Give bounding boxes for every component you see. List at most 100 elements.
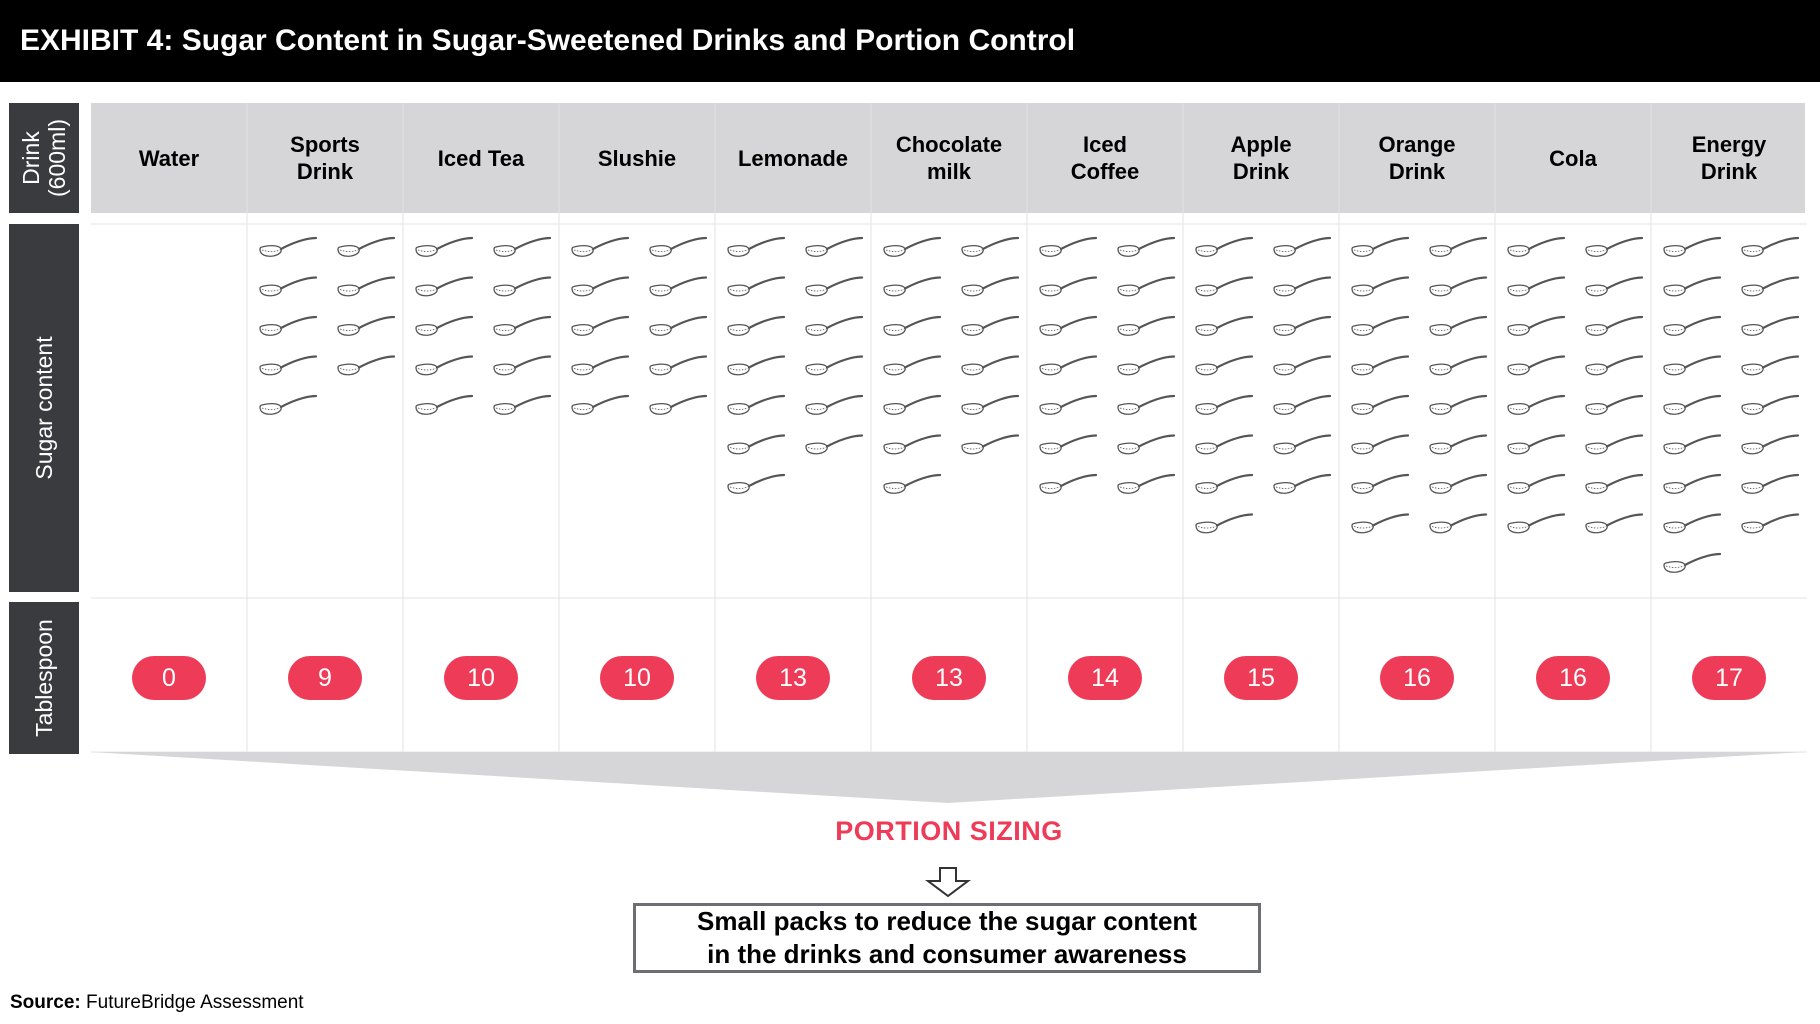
spoon-icon xyxy=(336,355,396,376)
tablespoon-value: 16 xyxy=(1536,656,1610,700)
spoon-icon xyxy=(1116,394,1176,416)
spoon-icon xyxy=(1428,473,1488,495)
spoon-icon xyxy=(1272,434,1332,455)
spoon-icon xyxy=(1740,236,1800,258)
spoon-icon xyxy=(1116,355,1176,376)
spoon-icon xyxy=(648,276,708,297)
spoon-icon xyxy=(1272,236,1332,258)
spoon-icon xyxy=(414,276,474,297)
spoon-icon xyxy=(726,236,786,258)
source-text: FutureBridge Assessment xyxy=(80,992,304,1013)
spoon-icon xyxy=(1506,473,1566,495)
spoon-icon xyxy=(1506,236,1566,258)
spoon-icon xyxy=(648,236,708,258)
spoon-icon xyxy=(1428,355,1488,376)
spoon-icon xyxy=(570,394,630,416)
spoon-icon xyxy=(1038,276,1098,297)
spoon-icon xyxy=(1194,394,1254,416)
spoon-icon xyxy=(960,434,1020,455)
spoon-icon xyxy=(960,276,1020,297)
spoon-icon xyxy=(1662,236,1722,258)
spoon-icon xyxy=(492,276,552,297)
spoon-icon xyxy=(1116,315,1176,337)
spoon-icon xyxy=(1662,276,1722,297)
spoon-icon xyxy=(1740,473,1800,495)
source-note: Source: FutureBridge Assessment xyxy=(10,992,304,1014)
spoon-icon xyxy=(414,394,474,416)
spoon-icon xyxy=(1116,473,1176,495)
chart-title: EXHIBIT 4: Sugar Content in Sugar-Sweete… xyxy=(20,24,1076,57)
spoon-icon xyxy=(1116,434,1176,455)
spoon-icon xyxy=(1740,355,1800,376)
spoon-icon xyxy=(882,236,942,258)
drink-header: Cola xyxy=(1549,145,1597,171)
spoon-icon xyxy=(1584,473,1644,495)
spoon-icon xyxy=(1584,434,1644,455)
spoon-icon xyxy=(1116,276,1176,297)
spoon-icon xyxy=(1506,434,1566,455)
spoon-icon xyxy=(492,355,552,376)
spoon-icon xyxy=(1584,276,1644,297)
spoon-icon xyxy=(1662,513,1722,534)
down-arrow-icon xyxy=(925,867,971,898)
spoon-icon xyxy=(804,315,864,337)
spoon-icon xyxy=(336,276,396,297)
spoon-icon xyxy=(1662,473,1722,495)
spoon-icon xyxy=(726,473,786,495)
spoon-icon xyxy=(1038,394,1098,416)
spoon-icon xyxy=(1584,513,1644,534)
spoon-icon xyxy=(882,276,942,297)
spoon-icon xyxy=(1194,236,1254,258)
spoon-icon xyxy=(1194,473,1254,495)
spoon-icon xyxy=(1662,355,1722,376)
spoon-icon xyxy=(882,394,942,416)
spoon-icon xyxy=(1350,434,1410,455)
spoon-icon xyxy=(882,355,942,376)
spoon-icon xyxy=(1740,513,1800,534)
spoon-icon xyxy=(570,315,630,337)
spoon-icon xyxy=(804,394,864,416)
spoon-icon xyxy=(258,355,318,376)
spoon-icon xyxy=(570,236,630,258)
spoon-icon xyxy=(1506,513,1566,534)
spoon-icon xyxy=(1584,394,1644,416)
spoon-icon xyxy=(1428,513,1488,534)
spoon-icon xyxy=(1428,394,1488,416)
drink-header: Iced Tea xyxy=(437,145,525,171)
drink-header: Orange Drink xyxy=(1378,132,1456,184)
drink-header: Water xyxy=(138,145,200,171)
spoon-icon xyxy=(1272,473,1332,495)
spoon-icon xyxy=(960,355,1020,376)
spoon-icon xyxy=(648,394,708,416)
spoon-icon xyxy=(414,355,474,376)
tablespoon-value: 17 xyxy=(1692,656,1766,700)
spoon-icon xyxy=(1584,236,1644,258)
spoon-icon xyxy=(258,315,318,337)
spoon-icon xyxy=(1350,355,1410,376)
spoon-icon xyxy=(1662,394,1722,416)
spoon-icon xyxy=(258,276,318,297)
spoon-icon xyxy=(1272,276,1332,297)
drink-header: Slushie xyxy=(597,145,677,171)
spoon-icon xyxy=(1038,236,1098,258)
row-label-tablespoon: Tablespoon xyxy=(9,602,79,754)
spoon-icon xyxy=(882,434,942,455)
message-text: Small packs to reduce the sugar content … xyxy=(697,906,1197,969)
spoon-icon xyxy=(1740,315,1800,337)
spoon-icon xyxy=(1038,315,1098,337)
spoon-icon xyxy=(726,394,786,416)
spoon-icon xyxy=(1350,276,1410,297)
spoon-icon xyxy=(414,315,474,337)
spoon-icon xyxy=(1662,315,1722,337)
spoon-icon xyxy=(1350,473,1410,495)
drink-header: Lemonade xyxy=(737,145,849,171)
spoon-icon xyxy=(1272,394,1332,416)
source-label: Source: xyxy=(10,992,81,1013)
drink-header: Sports Drink xyxy=(290,132,360,184)
spoon-icon xyxy=(336,236,396,258)
tablespoon-value: 10 xyxy=(444,656,518,700)
spoon-icon xyxy=(726,434,786,455)
spoon-icon xyxy=(1194,434,1254,455)
spoon-icon xyxy=(1584,315,1644,337)
spoon-icon xyxy=(882,473,942,495)
